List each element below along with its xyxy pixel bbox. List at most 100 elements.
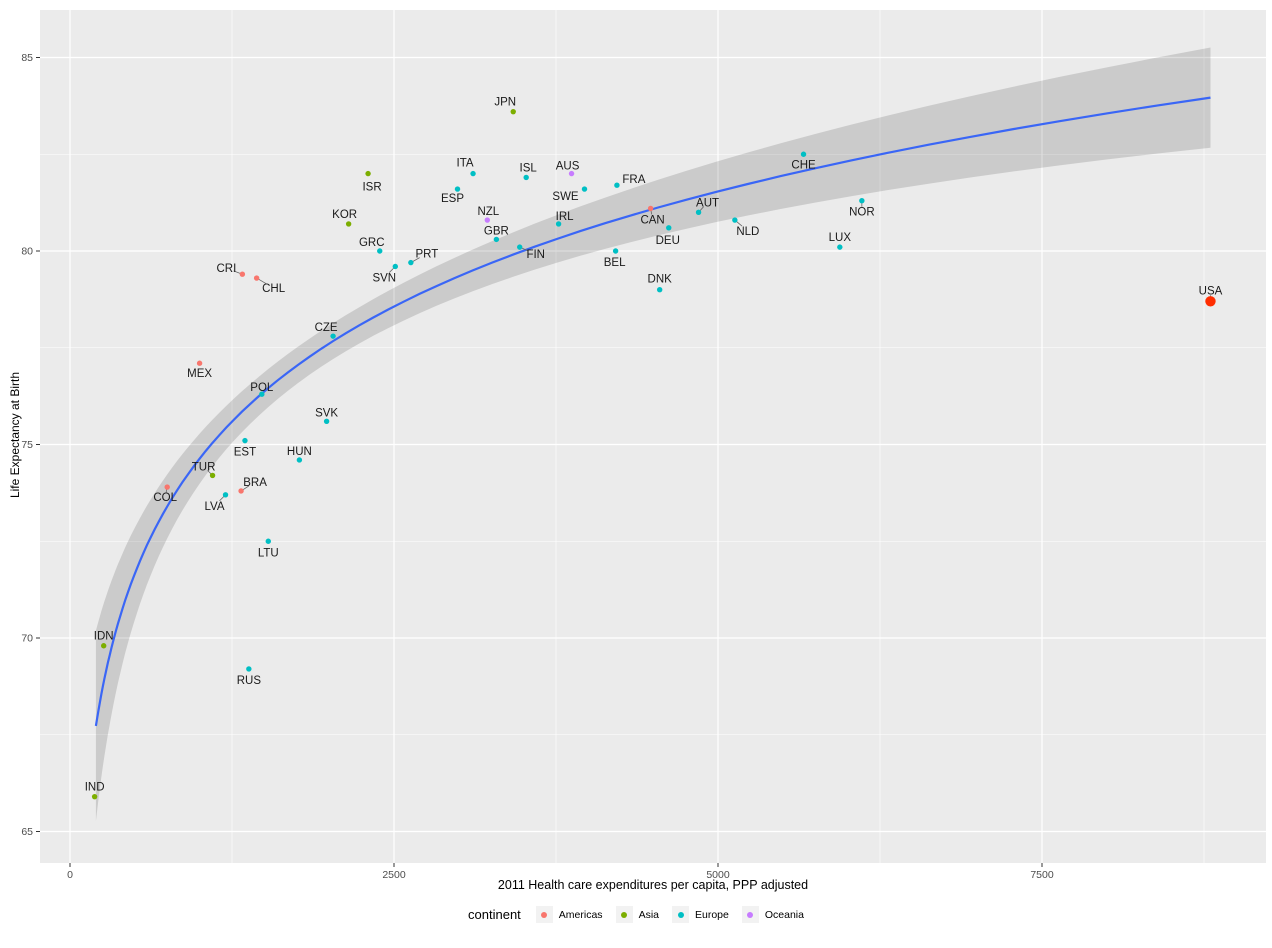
point-label-PRT: PRT — [415, 249, 438, 261]
data-point-NZL — [484, 217, 491, 223]
legend-title: continent — [468, 907, 521, 922]
point-label-NLD: NLD — [736, 226, 759, 238]
point-label-ISR: ISR — [362, 182, 381, 194]
data-point-DEU — [666, 225, 672, 231]
point-label-AUS: AUS — [556, 161, 580, 173]
data-point-NLD — [732, 217, 738, 223]
point-label-IND: IND — [85, 782, 105, 794]
data-point-SVK — [323, 418, 330, 424]
data-point-CHL — [253, 275, 260, 281]
data-point-IND — [91, 793, 98, 800]
legend-item-americas: Americas — [535, 906, 603, 923]
legend-item-oceania: Oceania — [741, 906, 804, 923]
data-point-GRC — [377, 248, 383, 254]
data-point-NOR — [859, 197, 865, 204]
point-label-LUX: LUX — [829, 232, 852, 244]
point-label-ITA: ITA — [457, 158, 474, 170]
data-point-IDN — [100, 643, 107, 649]
point-label-SWE: SWE — [552, 191, 579, 203]
point-label-TUR: TUR — [192, 461, 216, 473]
point-label-CAN: CAN — [640, 214, 664, 226]
y-tick-label: 80 — [21, 246, 33, 258]
point-label-EST: EST — [234, 447, 256, 459]
point-label-SVK: SVK — [315, 407, 338, 419]
point-label-LVA: LVA — [205, 501, 225, 513]
point-label-CHL: CHL — [262, 283, 286, 295]
point-label-CHE: CHE — [791, 159, 816, 171]
point-label-FRA: FRA — [622, 174, 645, 186]
data-point-POL — [259, 391, 265, 397]
legend-item-label: Oceania — [764, 908, 804, 921]
data-point-USA — [1205, 296, 1216, 307]
legend-key-swatch — [741, 906, 759, 923]
data-point-ISR — [365, 170, 371, 177]
point-label-CZE: CZE — [315, 322, 338, 334]
point-label-ISL: ISL — [520, 162, 538, 174]
point-label-FIN: FIN — [526, 249, 545, 261]
data-point-CAN — [647, 205, 654, 212]
point-label-NOR: NOR — [849, 207, 875, 219]
data-point-SWE — [581, 186, 588, 192]
x-tick-label: 7500 — [1030, 869, 1054, 881]
data-point-BRA — [238, 488, 244, 494]
data-point-EST — [242, 437, 248, 444]
data-point-ESP — [454, 186, 461, 192]
legend-item-label: Americas — [558, 908, 603, 921]
legend-dot-icon — [677, 911, 684, 918]
y-tick-label: 85 — [21, 52, 33, 64]
data-point-BEL — [612, 248, 619, 254]
point-label-ESP: ESP — [441, 193, 464, 205]
data-point-TUR — [209, 472, 216, 479]
point-label-NZL: NZL — [477, 206, 499, 218]
x-tick-label: 0 — [67, 869, 73, 881]
legend-key-swatch — [615, 906, 633, 923]
y-tick-label: 75 — [21, 439, 33, 451]
data-point-ITA — [470, 170, 476, 177]
y-axis-title: Life Expectancy at Birth — [8, 371, 22, 499]
point-label-GRC: GRC — [359, 237, 385, 249]
data-point-CHE — [800, 151, 807, 157]
y-tick-label: 70 — [21, 633, 33, 645]
data-point-FIN — [517, 244, 523, 250]
point-label-POL: POL — [250, 382, 274, 394]
point-label-CRI: CRI — [216, 263, 236, 275]
point-label-USA: USA — [1199, 285, 1223, 297]
data-point-KOR — [345, 221, 352, 227]
data-point-SVN — [392, 263, 398, 270]
data-point-LTU — [265, 538, 271, 544]
legend-item-label: Europe — [695, 908, 729, 921]
legend: continent Americas Asia Europe Oceania — [0, 906, 1272, 923]
point-label-BEL: BEL — [604, 257, 626, 269]
legend-keys: Americas Asia Europe Oceania — [535, 906, 804, 923]
point-label-HUN: HUN — [287, 446, 312, 458]
data-point-RUS — [246, 666, 252, 672]
data-point-AUS — [568, 170, 575, 177]
data-point-MEX — [196, 360, 203, 366]
point-label-MEX: MEX — [187, 368, 212, 380]
point-label-IDN: IDN — [94, 631, 114, 643]
legend-dot-icon — [747, 911, 754, 918]
point-label-SVN: SVN — [372, 272, 396, 284]
data-point-IRL — [555, 221, 562, 227]
legend-item-europe: Europe — [672, 906, 729, 923]
data-point-GBR — [493, 236, 500, 243]
legend-dot-icon — [621, 911, 628, 918]
data-point-FRA — [614, 182, 620, 188]
point-label-RUS: RUS — [237, 675, 262, 687]
legend-item-asia: Asia — [615, 906, 659, 923]
data-point-LUX — [837, 244, 843, 250]
point-label-BRA: BRA — [243, 477, 267, 489]
data-point-HUN — [296, 457, 303, 463]
points-layer: AUS AUT BEL BRA CAN CHE CHL COL CRI CZE DEU DNK ESP E… — [85, 97, 1223, 800]
data-point-CZE — [330, 333, 336, 339]
point-label-DNK: DNK — [648, 274, 673, 286]
data-point-LVA — [222, 492, 229, 498]
point-label-AUT: AUT — [696, 197, 719, 209]
data-point-COL — [164, 484, 170, 490]
confidence-band — [95, 47, 1211, 822]
scatter-chart: 0 2500 5000 7500 65 70 75 80 85 AUS AUT BEL BRA CAN CH… — [21, 10, 1266, 881]
data-point-DNK — [656, 287, 663, 293]
x-axis-title: 2011 Health care expenditures per capita… — [497, 878, 809, 892]
legend-dot-icon — [541, 911, 548, 918]
